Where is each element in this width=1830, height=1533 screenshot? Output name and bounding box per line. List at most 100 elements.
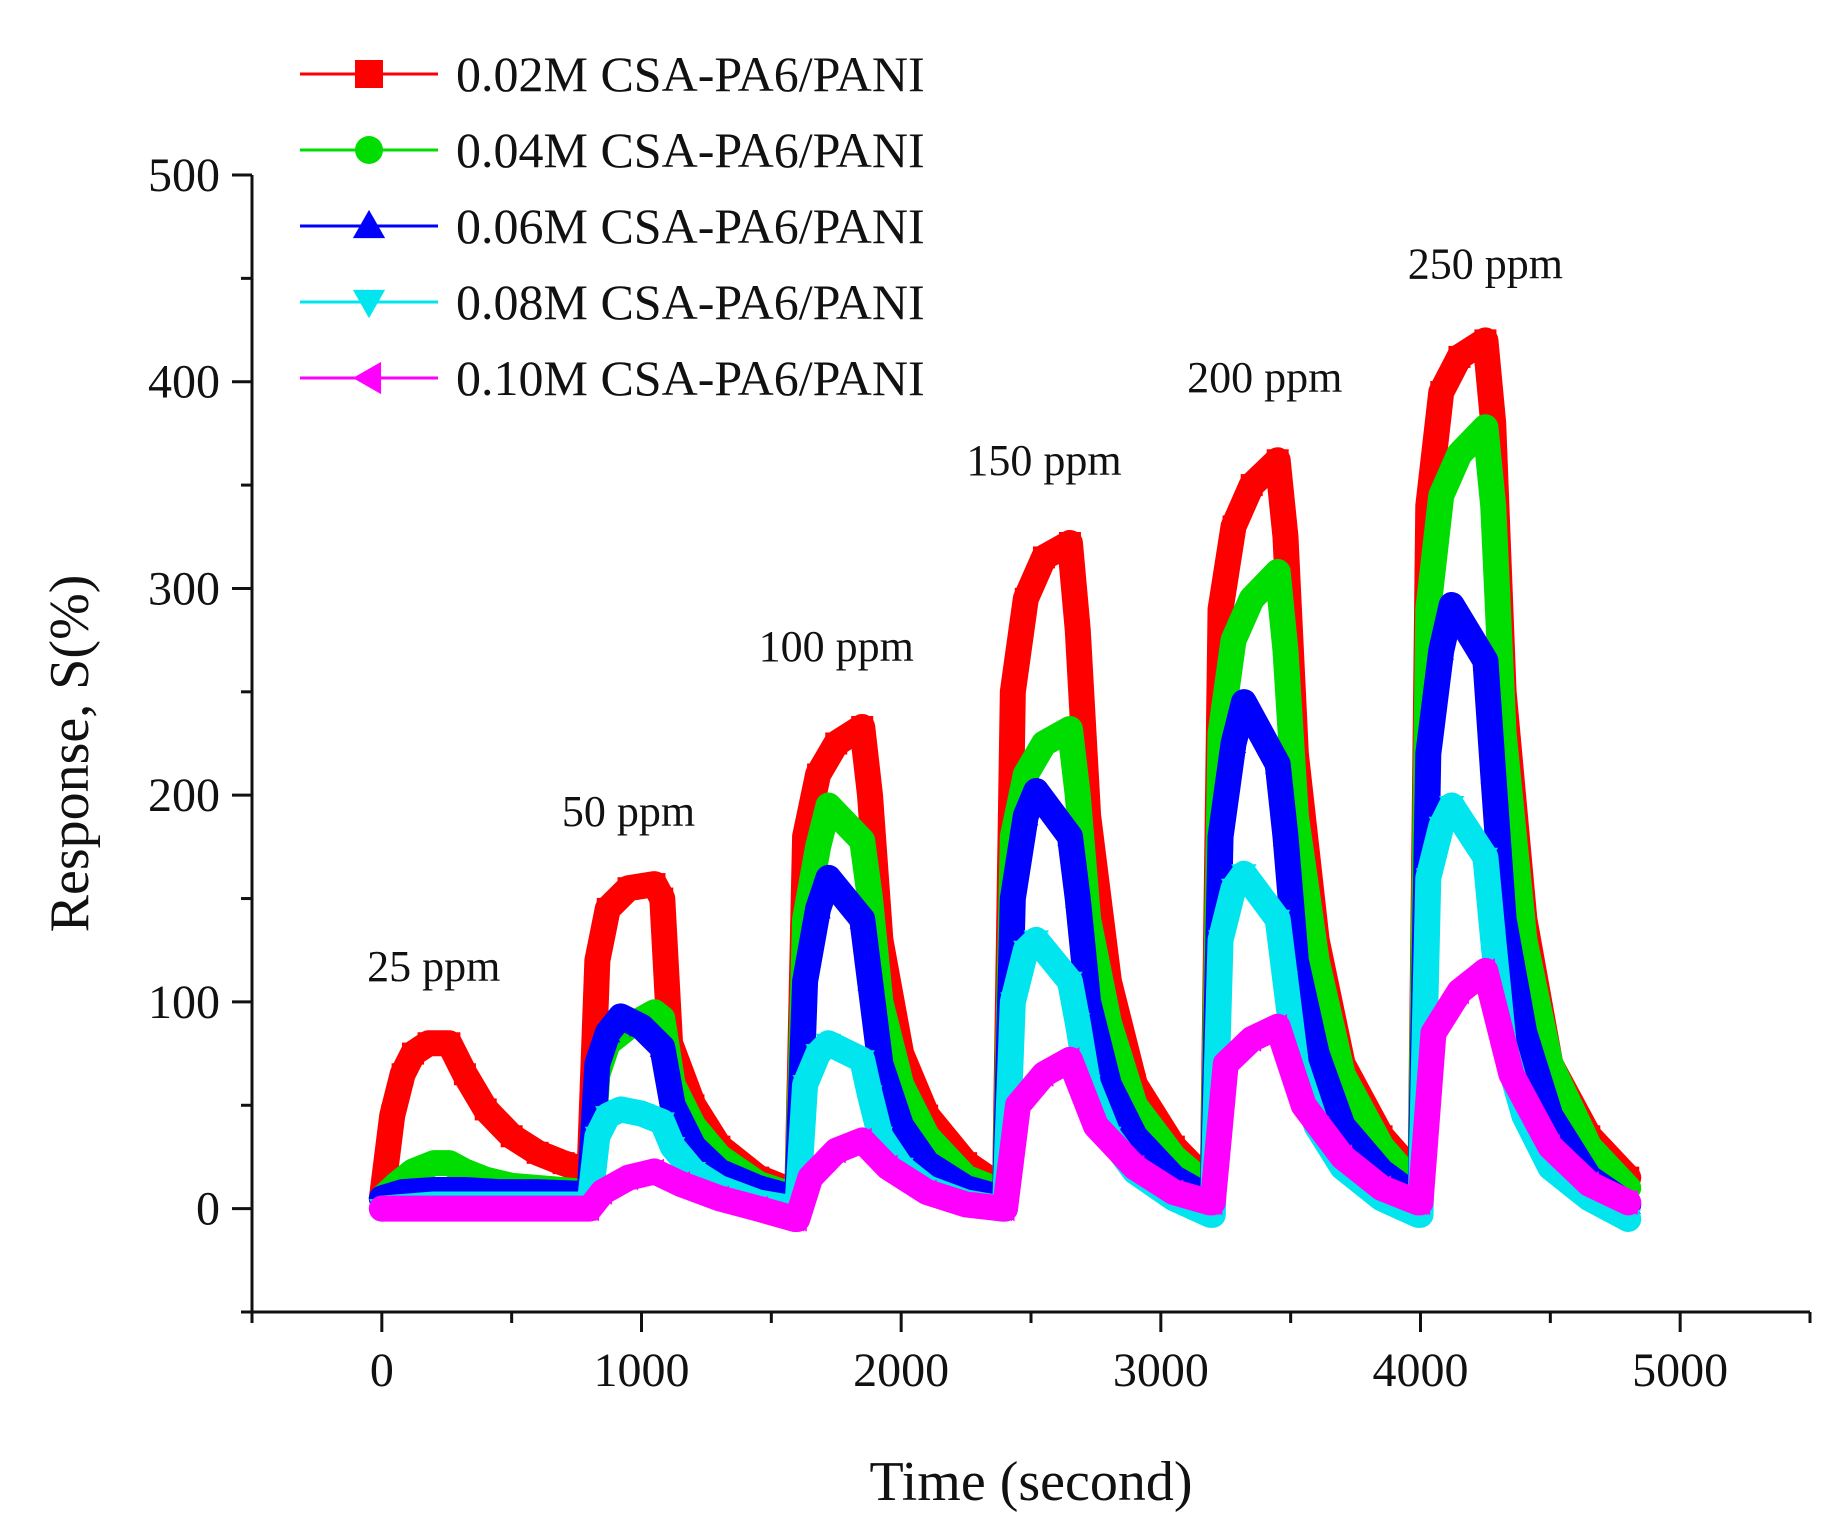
legend-entry: 0.02M CSA-PA6/PANI [300, 46, 925, 102]
data-point [1272, 823, 1299, 847]
legend-label: 0.06M CSA-PA6/PANI [456, 198, 925, 254]
data-point [401, 1160, 424, 1183]
data-point [1472, 958, 1495, 984]
data-point [1266, 560, 1289, 583]
data-point [1231, 689, 1257, 712]
x-axis-title: Time (second) [869, 1451, 1192, 1513]
data-point [851, 829, 874, 852]
data-point [825, 732, 848, 755]
data-point [807, 763, 830, 786]
data-point [706, 1185, 729, 1211]
annotations: 25 ppm 50 ppm 100 ppm 150 ppm 200 ppm 250 ppm [367, 239, 1563, 991]
data-point [1239, 1026, 1262, 1052]
data-point [1023, 778, 1049, 801]
data-point [1200, 1189, 1223, 1216]
data-point [608, 1003, 634, 1026]
data-point [1329, 1144, 1353, 1170]
data-point [817, 794, 840, 817]
data-point [1474, 416, 1497, 439]
y-tick-label: 500 [148, 149, 220, 202]
data-point [391, 1063, 414, 1086]
data-point [1066, 784, 1089, 807]
data-point [1428, 816, 1454, 839]
legend-entry: 0.08M CSA-PA6/PANI [300, 274, 925, 330]
concentration-label: 25 ppm [367, 942, 500, 991]
data-point [1023, 930, 1049, 953]
x-ticks: 0 1000 2000 3000 4000 5000 [250, 1312, 1812, 1397]
x-tick-label: 4000 [1373, 1344, 1469, 1397]
data-point [1001, 680, 1024, 703]
data-point [1272, 971, 1299, 994]
data-point [1213, 1051, 1236, 1077]
data-point [1065, 885, 1091, 909]
x-tick-label: 3000 [1113, 1344, 1209, 1397]
axes-layer: 0 1000 2000 3000 4000 5000 0 100 200 300 400 500 T… [39, 149, 1812, 1513]
data-point [1511, 1020, 1538, 1043]
data-point [649, 1034, 675, 1057]
data-point [815, 1033, 842, 1056]
data-point [1207, 930, 1234, 953]
data-point [1448, 443, 1471, 466]
data-point [805, 1044, 831, 1067]
data-point [1057, 971, 1083, 994]
data-point [851, 715, 874, 738]
x-tick-label: 5000 [1632, 1344, 1728, 1397]
data-point [552, 1152, 575, 1175]
data-point [369, 1195, 392, 1222]
legend-entry: 0.10M CSA-PA6/PANI [300, 350, 925, 406]
y-axis-title: Response, S(%) [39, 575, 101, 933]
data-point [1066, 618, 1089, 641]
data-point [1615, 1189, 1638, 1216]
data-point [628, 1014, 655, 1037]
data-point [1420, 1020, 1443, 1046]
data-point [849, 906, 875, 929]
data-point [680, 1161, 707, 1185]
data-point [914, 1179, 937, 1205]
concentration-label: 100 ppm [759, 622, 914, 671]
data-point [1265, 751, 1291, 774]
data-point [1240, 474, 1263, 497]
data-point [797, 1164, 820, 1191]
data-point [381, 1104, 404, 1127]
data-point [1274, 525, 1297, 548]
data-point [649, 1112, 675, 1135]
data-point [1222, 629, 1245, 652]
data-point [888, 1113, 914, 1136]
data-point [792, 1075, 818, 1098]
data-point [1032, 546, 1055, 569]
data-point [784, 1206, 807, 1232]
data-point [1014, 587, 1037, 610]
data-point [1265, 1014, 1288, 1040]
data-point [1083, 1113, 1106, 1139]
data-point [1032, 732, 1055, 755]
data-point [1472, 847, 1499, 870]
data-point [849, 1050, 875, 1073]
data-point [1057, 823, 1083, 847]
x-tick-label: 2000 [853, 1344, 949, 1397]
data-point [1058, 531, 1081, 554]
data-point [1615, 1209, 1641, 1232]
data-point [1220, 730, 1247, 753]
data-point [617, 877, 640, 900]
data-point [1439, 592, 1465, 615]
data-point [576, 1195, 600, 1222]
data-point [1291, 1092, 1314, 1118]
data-point [1000, 992, 1026, 1015]
data-point [1482, 494, 1505, 517]
data-point [1058, 718, 1081, 741]
legend-entry: 0.04M CSA-PA6/PANI [300, 122, 925, 178]
y-tick-label: 300 [148, 562, 220, 615]
data-point [500, 1125, 523, 1148]
data-point [596, 897, 619, 920]
data-point [1005, 1092, 1028, 1118]
data-point [1231, 864, 1257, 887]
legend-label: 0.10M CSA-PA6/PANI [456, 350, 925, 406]
data-point [1122, 1154, 1145, 1180]
data-point [474, 1098, 497, 1121]
data-point [651, 887, 674, 910]
data-point [1498, 1061, 1521, 1087]
y-tick-label: 100 [148, 976, 220, 1029]
data-point [1305, 949, 1328, 972]
data-point [805, 896, 831, 919]
data-point [667, 1171, 690, 1197]
